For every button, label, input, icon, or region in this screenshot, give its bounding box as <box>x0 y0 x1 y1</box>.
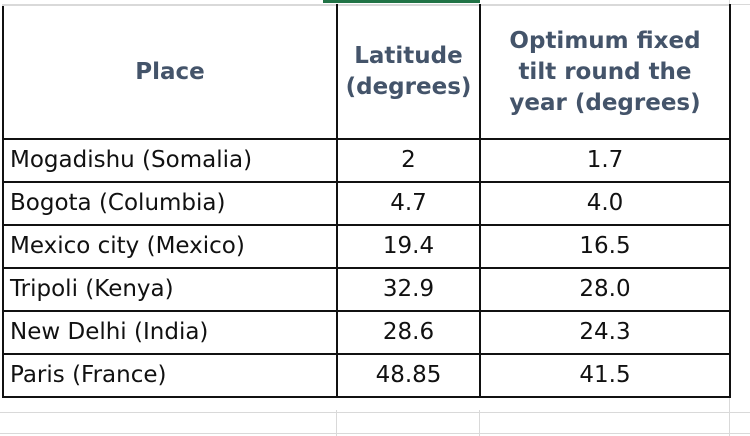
value-cell: 4.7 <box>336 181 481 226</box>
value-cell: 41.5 <box>479 353 731 398</box>
table-row: Tripoli (Kenya) 32.9 28.0 <box>2 267 731 312</box>
data-table: Place Latitude (degrees) Optimum fixed til… <box>2 4 731 398</box>
value-cell: 2 <box>336 138 481 183</box>
value-cell: 32.9 <box>336 267 481 312</box>
value-cell: 16.5 <box>479 224 731 269</box>
value-cell: 19.4 <box>336 224 481 269</box>
grid-line <box>0 412 750 413</box>
header-cell: Latitude (degrees) <box>336 4 481 140</box>
header-row: Place Latitude (degrees) Optimum fixed til… <box>2 4 731 140</box>
value-cell: 48.85 <box>336 353 481 398</box>
place-cell: Paris (France) <box>2 353 338 398</box>
table-row: Bogota (Columbia) 4.7 4.0 <box>2 181 731 226</box>
header-cell: Place <box>2 4 338 140</box>
place-cell: Tripoli (Kenya) <box>2 267 338 312</box>
grid-line <box>729 4 750 5</box>
value-cell: 28.0 <box>479 267 731 312</box>
grid-line <box>479 410 480 436</box>
grid-line <box>336 410 337 436</box>
place-cell: Bogota (Columbia) <box>2 181 338 226</box>
value-cell: 1.7 <box>479 138 731 183</box>
place-cell: Mogadishu (Somalia) <box>2 138 338 183</box>
value-cell: 4.0 <box>479 181 731 226</box>
header-cell: Optimum fixed tilt round the year (degre… <box>479 4 731 140</box>
place-cell: New Delhi (India) <box>2 310 338 355</box>
place-cell: Mexico city (Mexico) <box>2 224 338 269</box>
value-cell: 28.6 <box>336 310 481 355</box>
table-row: Mexico city (Mexico) 19.4 16.5 <box>2 224 731 269</box>
table-row: Paris (France) 48.85 41.5 <box>2 353 731 398</box>
table-row: New Delhi (India) 28.6 24.3 <box>2 310 731 355</box>
table-row: Mogadishu (Somalia) 2 1.7 <box>2 138 731 183</box>
value-cell: 24.3 <box>479 310 731 355</box>
column-selection <box>323 0 480 3</box>
grid-line <box>0 433 750 434</box>
